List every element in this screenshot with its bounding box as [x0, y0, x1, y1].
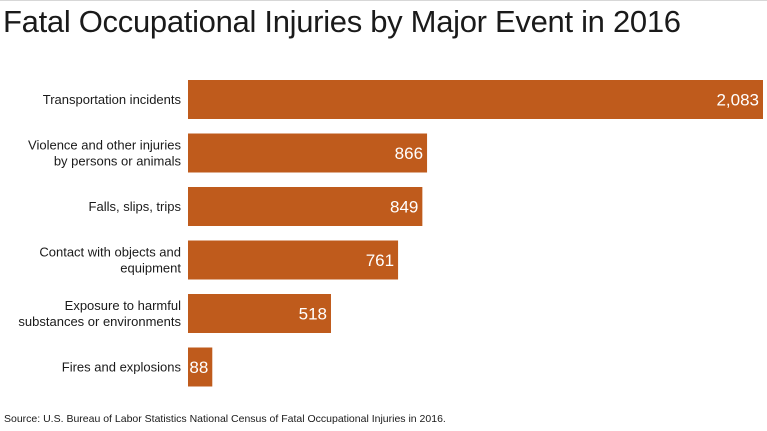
- top-divider: [0, 0, 767, 1]
- bar-5: [188, 347, 213, 387]
- category-label-3: Contact with objects and equipment: [39, 245, 181, 276]
- category-label-4: Exposure to harmful substances or environ…: [18, 298, 181, 329]
- bar-value-label-5: 88: [189, 358, 208, 377]
- bar-value-label-1: 866: [395, 144, 423, 163]
- bar-value-label-2: 849: [390, 198, 418, 217]
- bar-value-label-0: 2,083: [716, 91, 759, 110]
- chart-title: Fatal Occupational Injuries by Major Eve…: [3, 4, 681, 39]
- bar-value-label-4: 518: [299, 305, 327, 324]
- category-label-2: Falls, slips, trips: [89, 199, 182, 214]
- bar-4: [188, 294, 331, 333]
- bar-value-label-3: 761: [366, 251, 394, 270]
- bar-1: [188, 133, 428, 173]
- category-label-1: Violence and other injuries by persons or…: [28, 138, 181, 169]
- category-label-5: Fires and explosions: [62, 360, 182, 375]
- category-label-0: Transportation incidents: [43, 92, 182, 107]
- source-note: Source: U.S. Bureau of Labor Statistics …: [4, 413, 446, 425]
- bar-2: [188, 187, 423, 226]
- bar-3: [188, 240, 399, 280]
- bar-0: [188, 80, 763, 119]
